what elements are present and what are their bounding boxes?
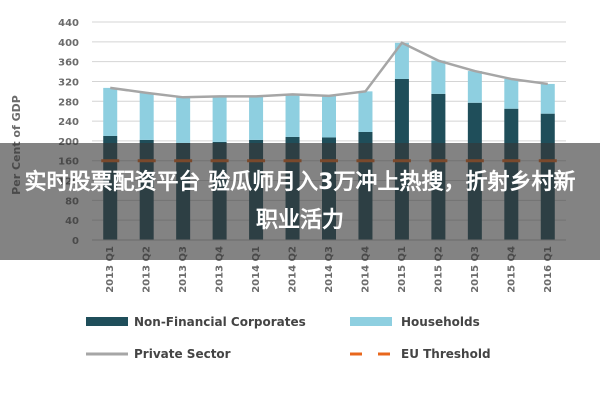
x-tick-label: 2015 Q1 <box>397 246 408 293</box>
x-tick-label: 2014 Q2 <box>288 246 299 293</box>
bar-households <box>394 42 409 79</box>
y-tick-label: 280 <box>58 97 79 108</box>
bar-households <box>249 96 264 140</box>
overlay-banner: 实时股票配资平台 验瓜师月入3万冲上热搜，折射乡村新职业活力 <box>0 143 600 260</box>
bar-households <box>285 94 300 137</box>
x-tick-label: 2014 Q3 <box>324 246 335 293</box>
bar-households <box>176 97 191 143</box>
x-tick-label: 2015 Q3 <box>470 246 481 293</box>
bar-households <box>212 96 227 142</box>
x-tick-label: 2015 Q4 <box>506 246 517 293</box>
x-tick-label: 2014 Q1 <box>251 246 262 293</box>
legend-label-private-sector: Private Sector <box>134 347 231 361</box>
x-tick-label: 2015 Q2 <box>433 246 444 293</box>
bar-households <box>540 83 555 114</box>
y-tick-label: 200 <box>58 137 79 148</box>
x-tick-label: 2013 Q1 <box>105 246 116 293</box>
private-sector-series-line <box>110 41 548 99</box>
y-tick-label: 240 <box>58 117 79 128</box>
private-sector-line <box>110 41 548 99</box>
x-axis-ticks: 2013 Q1 2013 Q2 2013 Q3 2013 Q4 2014 Q1 2014 … <box>105 246 554 293</box>
y-tick-label: 440 <box>58 18 79 29</box>
x-tick-label: 2013 Q3 <box>178 246 189 293</box>
legend-swatch-households <box>350 317 392 326</box>
legend-swatch-non-financial-corporates <box>86 317 128 326</box>
y-tick-label: 320 <box>58 77 79 88</box>
legend-label-non-financial-corporates: Non-Financial Corporates <box>134 315 306 329</box>
bar-households <box>358 91 373 132</box>
y-tick-label: 400 <box>58 38 79 49</box>
x-tick-label: 2013 Q4 <box>215 246 226 293</box>
bar-households <box>431 60 446 94</box>
x-tick-label: 2013 Q2 <box>142 246 153 293</box>
bar-households <box>322 95 336 138</box>
bar-households <box>504 78 519 109</box>
bar-households <box>139 92 154 140</box>
bar-households <box>103 87 118 136</box>
x-tick-label: 2014 Q4 <box>360 246 371 293</box>
bar-households <box>467 71 482 103</box>
y-tick-label: 360 <box>58 58 79 69</box>
legend: Non-Financial Corporates Households Priv… <box>86 315 491 361</box>
overlay-caption: 实时股票配资平台 验瓜师月入3万冲上热搜，折射乡村新职业活力 <box>24 169 576 233</box>
legend-label-households: Households <box>401 315 480 329</box>
legend-label-eu-threshold: EU Threshold <box>401 347 491 361</box>
x-tick-label: 2016 Q1 <box>543 246 554 293</box>
